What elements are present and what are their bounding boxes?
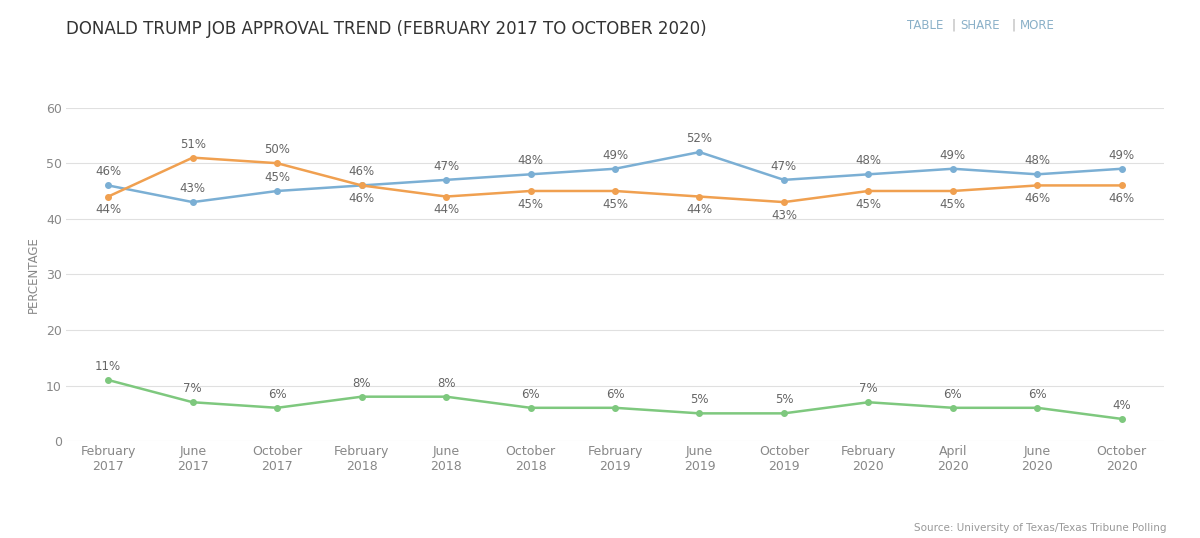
Text: 6%: 6% <box>943 388 962 401</box>
Text: 46%: 46% <box>1109 193 1135 206</box>
Text: SHARE: SHARE <box>960 19 1000 32</box>
Text: 51%: 51% <box>180 138 205 151</box>
Text: 44%: 44% <box>686 203 713 216</box>
Text: Source: University of Texas/Texas Tribune Polling: Source: University of Texas/Texas Tribun… <box>914 522 1166 533</box>
Text: MORE: MORE <box>1020 19 1055 32</box>
Text: 8%: 8% <box>353 377 371 390</box>
Text: 45%: 45% <box>856 198 881 211</box>
Text: 11%: 11% <box>95 360 121 373</box>
Text: 5%: 5% <box>775 393 793 406</box>
Text: 45%: 45% <box>602 198 628 211</box>
Text: 7%: 7% <box>184 383 202 395</box>
Text: 44%: 44% <box>433 203 460 216</box>
Text: 45%: 45% <box>264 171 290 184</box>
Text: 47%: 47% <box>433 160 460 173</box>
Text: 5%: 5% <box>690 393 709 406</box>
Text: 48%: 48% <box>856 154 881 167</box>
Text: 48%: 48% <box>1025 154 1050 167</box>
Text: 47%: 47% <box>770 160 797 173</box>
Text: 52%: 52% <box>686 132 713 145</box>
Text: 8%: 8% <box>437 377 455 390</box>
Text: 43%: 43% <box>770 209 797 222</box>
Text: 7%: 7% <box>859 383 877 395</box>
Text: 45%: 45% <box>940 198 966 211</box>
Text: TABLE: TABLE <box>907 19 943 32</box>
Text: 49%: 49% <box>1109 149 1135 162</box>
Text: 48%: 48% <box>517 154 544 167</box>
Text: 4%: 4% <box>1112 399 1132 412</box>
Text: |: | <box>952 19 955 32</box>
Text: 44%: 44% <box>95 203 121 216</box>
Text: 43%: 43% <box>180 182 205 195</box>
Text: 6%: 6% <box>606 388 624 401</box>
Text: 49%: 49% <box>940 149 966 162</box>
Text: 49%: 49% <box>602 149 628 162</box>
Text: 50%: 50% <box>264 143 290 156</box>
Text: 46%: 46% <box>95 166 121 179</box>
Text: 6%: 6% <box>521 388 540 401</box>
Text: 46%: 46% <box>348 193 374 206</box>
Text: DONALD TRUMP JOB APPROVAL TREND (FEBRUARY 2017 TO OCTOBER 2020): DONALD TRUMP JOB APPROVAL TREND (FEBRUAR… <box>66 20 707 38</box>
Y-axis label: PERCENTAGE: PERCENTAGE <box>28 236 41 313</box>
Text: 45%: 45% <box>517 198 544 211</box>
Text: 46%: 46% <box>348 166 374 179</box>
Text: |: | <box>1012 19 1015 32</box>
Text: 6%: 6% <box>1028 388 1046 401</box>
Text: 6%: 6% <box>268 388 287 401</box>
Text: 46%: 46% <box>1025 193 1050 206</box>
